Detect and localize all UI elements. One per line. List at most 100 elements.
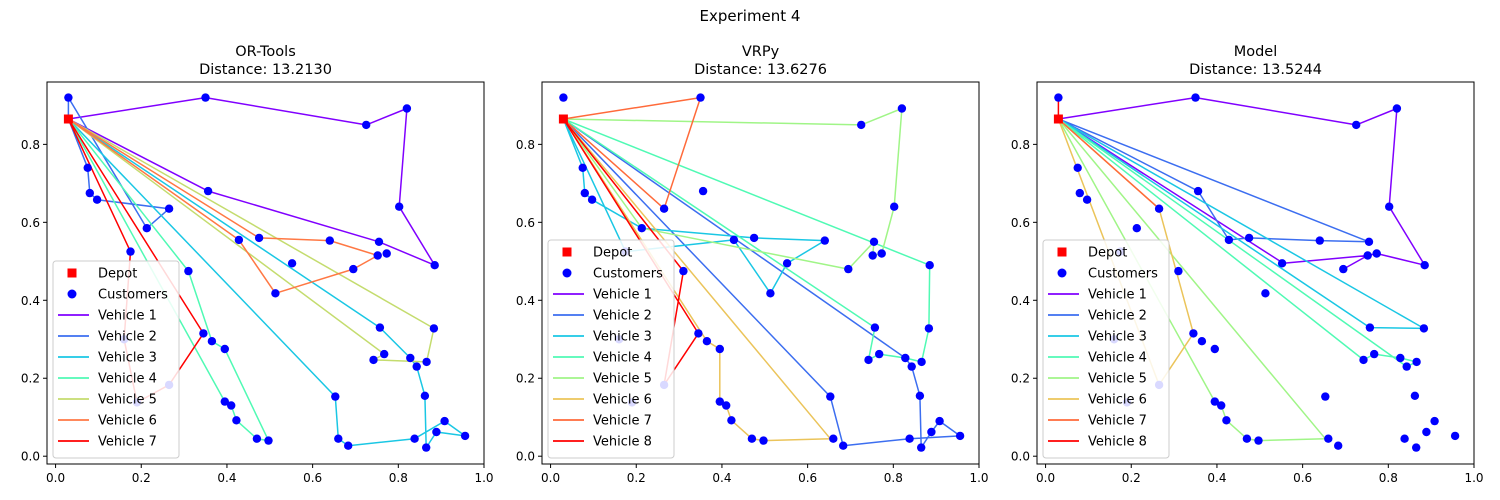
customer-point [1364,237,1374,246]
customer-point [83,163,92,172]
customer-point [410,434,419,443]
customer-point [1412,443,1421,452]
legend-vehicle-2-label: Vehicle 2 [98,330,157,345]
customer-point [1412,357,1421,367]
customer-point [907,362,916,371]
customer-point [1254,436,1263,445]
customer-point [1154,204,1164,213]
legend: Depot Customers Vehicle 1 Vehicle 2 Vehicle … [52,260,180,459]
legend-vehicle-3-label: Vehicle 3 [98,351,157,366]
customer-point [382,249,391,258]
y-tick-label: 0.8 [1011,138,1030,152]
customer-point [201,93,210,102]
route-vehicle-5 [67,118,435,363]
y-tick-label: 0.6 [516,216,535,230]
panel-model: Model Distance: 13.5244 0.0 0.2 0.4 0.6 0.8 1… [1011,44,1484,485]
customer-point [844,264,853,274]
route-vehicle-1 [1057,96,1426,270]
legend-vehicle-3-label: Vehicle 3 [1088,330,1147,345]
customer-point [925,261,934,270]
legend-box [52,260,180,459]
customer-point [715,397,724,406]
customer-point [1370,349,1379,359]
x-tick-label: 0.6 [303,471,322,485]
legend-vehicle-5-label: Vehicle 5 [593,372,652,387]
legend-vehicle-6-label: Vehicle 6 [98,414,157,429]
customer-point [85,188,95,198]
customer-point [1420,261,1429,270]
legend-customers-marker [562,268,572,278]
legend-customers-label: Customers [1088,267,1158,282]
customer-point [64,93,73,102]
customer-point [429,324,439,333]
customer-point [460,431,470,441]
customer-point [1396,353,1405,363]
customer-point [406,353,415,363]
customer-point [362,120,371,130]
customer-point [559,93,568,102]
customer-point [1450,431,1460,441]
route-vehicle-7 [562,96,702,210]
customer-point [374,237,384,246]
y-tick-label: 0.0 [21,450,40,464]
customer-point [679,266,688,276]
legend-customers-label: Customers [593,267,663,282]
legend-vehicle-4-label: Vehicle 4 [593,351,652,366]
customer-point [935,416,944,426]
plot-frame [541,81,980,465]
customer-point [234,235,244,245]
customer-point [1324,434,1333,443]
customer-point [1189,329,1198,338]
customer-point [1132,224,1142,233]
customer-point [1054,93,1063,102]
customer-point [1075,188,1085,198]
customer-point [375,323,385,332]
legend-vehicle-8-label: Vehicle 8 [593,435,652,450]
legend-vehicle-8-label: Vehicle 8 [1088,435,1147,450]
customer-point [254,233,264,243]
customer-point [578,163,587,172]
customer-point [1352,120,1361,130]
customer-point [1321,392,1330,401]
customer-point [1277,259,1287,268]
y-tick-label: 0.4 [21,294,40,308]
legend-depot-label: Depot [1088,246,1127,261]
legend-vehicle-1-label: Vehicle 1 [98,309,157,324]
x-tick-label: 1.0 [474,471,493,485]
x-tick-label: 0.6 [798,471,817,485]
legend-vehicle-4-label: Vehicle 4 [98,372,157,387]
x-tick-label: 0.0 [541,471,560,485]
customer-point [432,427,441,437]
route-vehicle-6 [67,118,379,295]
panel-subtitle: Distance: 13.2130 [199,62,332,78]
x-tick-label: 0.8 [1379,471,1398,485]
y-tick-label: 0.6 [21,216,40,230]
customer-point [412,362,421,371]
customer-point [227,401,236,410]
customer-point [220,344,229,354]
y-tick-label: 0.4 [1011,294,1030,308]
tick-layer: 0.0 0.2 0.4 0.6 0.8 1.0 0.0 0.2 0.4 0.6 0.8 [516,138,989,485]
customer-point [232,416,241,425]
customer-point [857,120,866,130]
plot-frame [1036,81,1475,465]
panel-title: Model [1234,44,1278,60]
customer-point [766,289,775,298]
customer-point [1210,397,1220,406]
customer-point [696,93,705,102]
x-tick-label: 0.8 [884,471,903,485]
legend-depot-marker [1057,247,1067,257]
point-layer [1053,93,1460,452]
customer-point [1400,434,1409,443]
x-tick-label: 0.4 [217,471,236,485]
customer-point [905,434,914,443]
legend-vehicle-2-label: Vehicle 2 [593,309,652,324]
customer-point [334,434,343,443]
legend-customers-marker [1057,268,1067,278]
customer-point [1242,434,1252,443]
customer-point [331,392,340,401]
legend-vehicle-2-label: Vehicle 2 [1088,309,1147,324]
customer-point [184,266,193,276]
customer-point [252,434,262,443]
